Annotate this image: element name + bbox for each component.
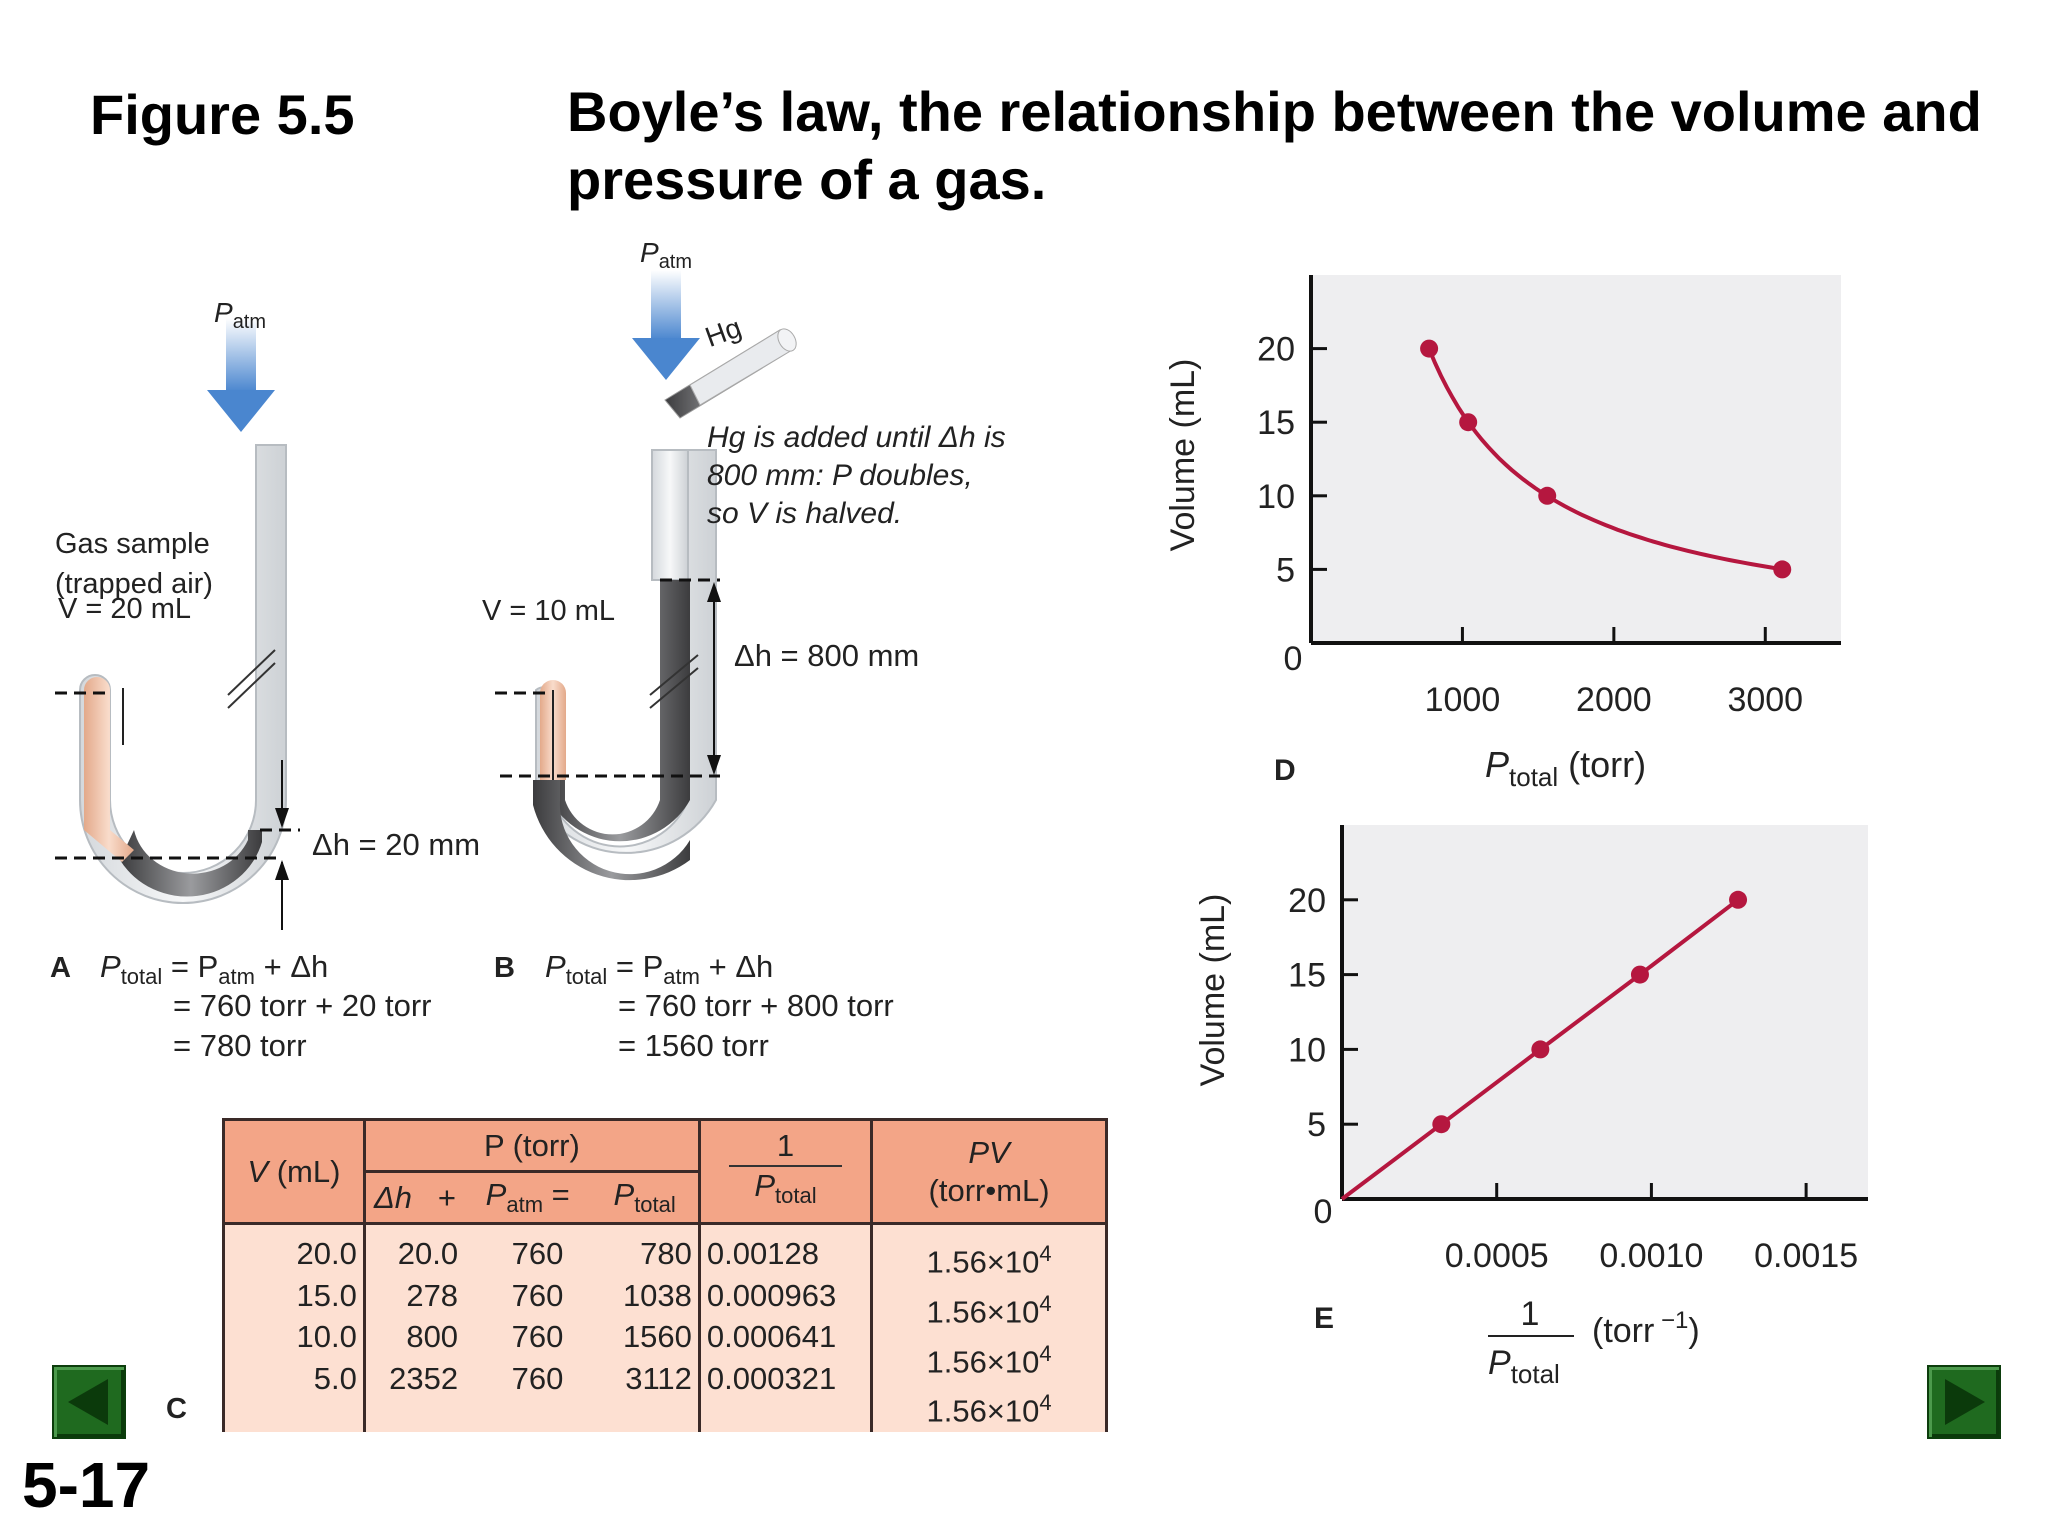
hg-label: Hg (701, 312, 745, 353)
x-tick-label: 0.0005 (1445, 1237, 1549, 1275)
data-point (1459, 413, 1478, 432)
next-slide-button[interactable] (1927, 1365, 2001, 1439)
chart-e-x-label-numerator: 1 (1521, 1295, 1540, 1333)
equation-b-line3: = 1560 torr (618, 1028, 769, 1063)
patm-label-a: Patm (214, 297, 266, 333)
chart-e-panel-letter: E (1314, 1302, 1334, 1335)
equation-b-line2: = 760 torr + 800 torr (618, 988, 894, 1023)
patm-arrow-b (632, 270, 700, 380)
volume-label-b: V = 10 mL (482, 595, 615, 627)
arrow-right-icon (1945, 1379, 1985, 1425)
x-tick-label: 3000 (1727, 681, 1803, 719)
hg-note-line2: 800 mm: P doubles, (707, 459, 973, 492)
equation-a: A Ptotal = Patm + Δh = 760 torr + 20 tor… (50, 949, 431, 1063)
x-tick-label: 0.0015 (1754, 1237, 1858, 1275)
col-inverse-p: 0.00128 0.000963 0.000641 0.000321 (697, 1222, 874, 1433)
col-dh: 20.0 278 800 2352 (362, 1222, 465, 1433)
series-line (1427, 348, 1783, 572)
header-inverse-p: 1 Ptotal (697, 1118, 874, 1225)
header-dh: Δh + (362, 1170, 465, 1225)
prev-slide-button[interactable] (52, 1365, 126, 1439)
slide-number: 5-17 (22, 1449, 151, 1521)
header-patm: Patm = (464, 1170, 592, 1225)
figure-label: Figure 5.5 (90, 83, 355, 146)
chart-e-x-label-denominator: Ptotal (1488, 1344, 1560, 1389)
data-point (1538, 486, 1557, 505)
y-tick-label: 20 (1288, 882, 1326, 920)
y-tick-label: 20 (1257, 331, 1295, 369)
chart-d-x-label: Ptotal (torr) (1485, 744, 1646, 792)
hg-pour-tube (664, 328, 797, 419)
arrow-left-icon (68, 1379, 108, 1425)
data-point (1531, 1040, 1550, 1059)
y-tick-label: 10 (1288, 1031, 1326, 1069)
col-pv: 1.56×104 1.56×104 1.56×104 1.56×104 (870, 1222, 1108, 1433)
chart-e-origin-label: 0 (1314, 1193, 1333, 1231)
boyle-table: V (mL) P (torr) 1 Ptotal PV (torr•mL) Δh +… (222, 1118, 1108, 1433)
y-tick-label: 15 (1288, 957, 1326, 995)
trapped-air-label: (trapped air) (55, 568, 213, 600)
hg-note-line3: so V is halved. (707, 497, 902, 530)
y-tick-label: 5 (1307, 1106, 1326, 1144)
header-volume: V (mL) (222, 1118, 366, 1225)
chart-d-origin-label: 0 (1284, 640, 1303, 678)
x-tick-label: 0.0010 (1599, 1237, 1703, 1275)
dh-label-b: Δh = 800 mm (734, 638, 919, 673)
data-point (1729, 890, 1748, 909)
patm-label-b: Patm (640, 237, 692, 273)
chart-e-x-label-units: (torr −1) (1592, 1307, 1700, 1350)
panel-a-apparatus: Patm Δh = 20 mm Gas sample (trapped air)… (55, 297, 480, 930)
chart-d-panel-letter: D (1274, 754, 1296, 787)
data-point (1773, 560, 1792, 579)
header-pressure: P (torr) (362, 1118, 701, 1173)
chart-e-x-label: 1 Ptotal (torr −1) (1488, 1295, 1700, 1389)
equation-a-line2: = 760 torr + 20 torr (173, 988, 431, 1023)
data-table: V (mL) P (torr) 1 Ptotal PV (torr•mL) Δh +… (222, 1118, 1108, 1433)
y-tick-label: 15 (1257, 404, 1295, 442)
equation-a-line1: Ptotal = Patm + Δh (100, 949, 328, 989)
panel-b-letter: B (494, 952, 515, 984)
panel-b-apparatus: Patm Hg Δh = 800 mm V = 10 mL Hg is adde… (482, 237, 1006, 881)
chart-d-plot-area (1311, 275, 1841, 641)
volume-label-a: V = 20 mL (58, 593, 191, 625)
figure-title: Boyle’s law, the relationship between th… (567, 80, 1982, 211)
dh-label-a: Δh = 20 mm (312, 827, 480, 862)
patm-arrow-a (207, 318, 275, 432)
equation-b-line1: Ptotal = Patm + Δh (545, 949, 773, 989)
col-patm: 760 760 760 760 (464, 1222, 592, 1433)
col-ptotal: 780 1038 1560 3112 (591, 1222, 701, 1433)
chart-d: 5 10 15 20 1000 2000 3000 0 Volume (mL) D Ptot… (1164, 275, 1841, 792)
x-tick-label: 1000 (1425, 681, 1501, 719)
y-tick-label: 10 (1257, 478, 1295, 516)
col-volume: 20.0 15.0 10.0 5.0 (222, 1222, 366, 1433)
data-point (1630, 965, 1649, 984)
panel-a-letter: A (50, 952, 71, 984)
equation-b: B Ptotal = Patm + Δh = 760 torr + 800 to… (494, 949, 894, 1063)
header-pv: PV (torr•mL) (870, 1118, 1108, 1225)
data-point (1432, 1115, 1451, 1134)
chart-e-y-label: Volume (mL) (1194, 894, 1232, 1087)
data-point (1420, 339, 1439, 358)
header-ptotal: Ptotal (591, 1170, 701, 1225)
gas-sample-label: Gas sample (55, 528, 210, 560)
panel-c-letter: C (166, 1393, 187, 1425)
chart-d-y-label: Volume (mL) (1164, 359, 1202, 552)
x-tick-label: 2000 (1576, 681, 1652, 719)
y-tick-label: 5 (1276, 551, 1295, 589)
hg-note-line1: Hg is added until Δh is (707, 421, 1006, 454)
equation-a-line3: = 780 torr (173, 1028, 307, 1063)
